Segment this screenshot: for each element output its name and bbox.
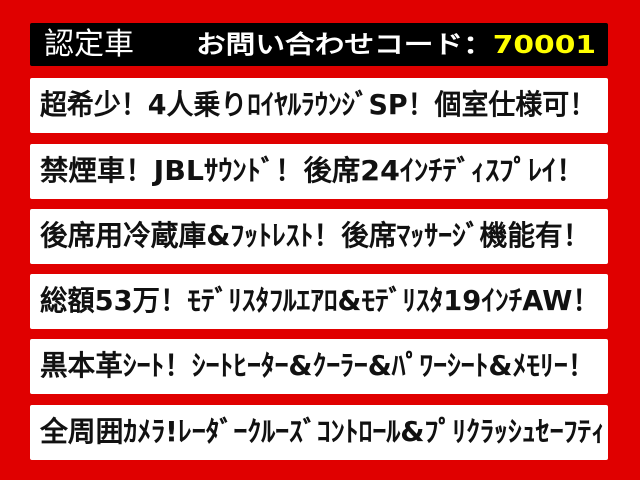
inquiry-code-value: 70001 <box>492 30 596 59</box>
inquiry-code: お問い合わせコード：70001 <box>196 28 596 62</box>
feature-box: 全周囲ｶﾒﾗ!ﾚｰﾀﾞｰｸﾙｰｽﾞｺﾝﾄﾛｰﾙ&ﾌﾟﾘｸﾗｯｼｭｾｰﾌﾃｨ <box>30 405 608 460</box>
feature-text: 後席用冷蔵庫&ﾌｯﾄﾚｽﾄ！後席ﾏｯｻｰｼﾞ機能有！ <box>40 219 591 252</box>
certified-car-title: 認定車 <box>44 27 134 62</box>
feature-box: 超希少！4人乗りﾛｲﾔﾙﾗｳﾝｼﾞSP！個室仕様可！ <box>30 78 608 133</box>
feature-text: 黒本革ｼｰﾄ！ｼｰﾄﾋｰﾀｰ&ｸｰﾗｰ&ﾊﾟﾜｰｼｰﾄ&ﾒﾓﾘｰ！ <box>40 349 596 382</box>
feature-text: 総額53万！ﾓﾃﾞﾘｽﾀﾌﾙｴｱﾛ&ﾓﾃﾞﾘｽﾀ19ｲﾝﾁAW！ <box>40 284 600 317</box>
feature-text: 禁煙車！JBLｻｳﾝﾄﾞ！後席24ｲﾝﾁﾃﾞｨｽﾌﾟﾚｲ！ <box>40 154 585 187</box>
feature-box: 総額53万！ﾓﾃﾞﾘｽﾀﾌﾙｴｱﾛ&ﾓﾃﾞﾘｽﾀ19ｲﾝﾁAW！ <box>30 274 608 329</box>
feature-box: 後席用冷蔵庫&ﾌｯﾄﾚｽﾄ！後席ﾏｯｻｰｼﾞ機能有！ <box>30 209 608 264</box>
feature-text: 超希少！4人乗りﾛｲﾔﾙﾗｳﾝｼﾞSP！個室仕様可！ <box>40 88 597 121</box>
header-bar: 認定車 お問い合わせコード：70001 <box>30 23 608 66</box>
feature-text: 全周囲ｶﾒﾗ!ﾚｰﾀﾞｰｸﾙｰｽﾞｺﾝﾄﾛｰﾙ&ﾌﾟﾘｸﾗｯｼｭｾｰﾌﾃｨ <box>40 415 606 448</box>
feature-box: 黒本革ｼｰﾄ！ｼｰﾄﾋｰﾀｰ&ｸｰﾗｰ&ﾊﾟﾜｰｼｰﾄ&ﾒﾓﾘｰ！ <box>30 339 608 394</box>
inquiry-code-label: お問い合わせコード： <box>196 30 493 59</box>
feature-box: 禁煙車！JBLｻｳﾝﾄﾞ！後席24ｲﾝﾁﾃﾞｨｽﾌﾟﾚｲ！ <box>30 144 608 199</box>
